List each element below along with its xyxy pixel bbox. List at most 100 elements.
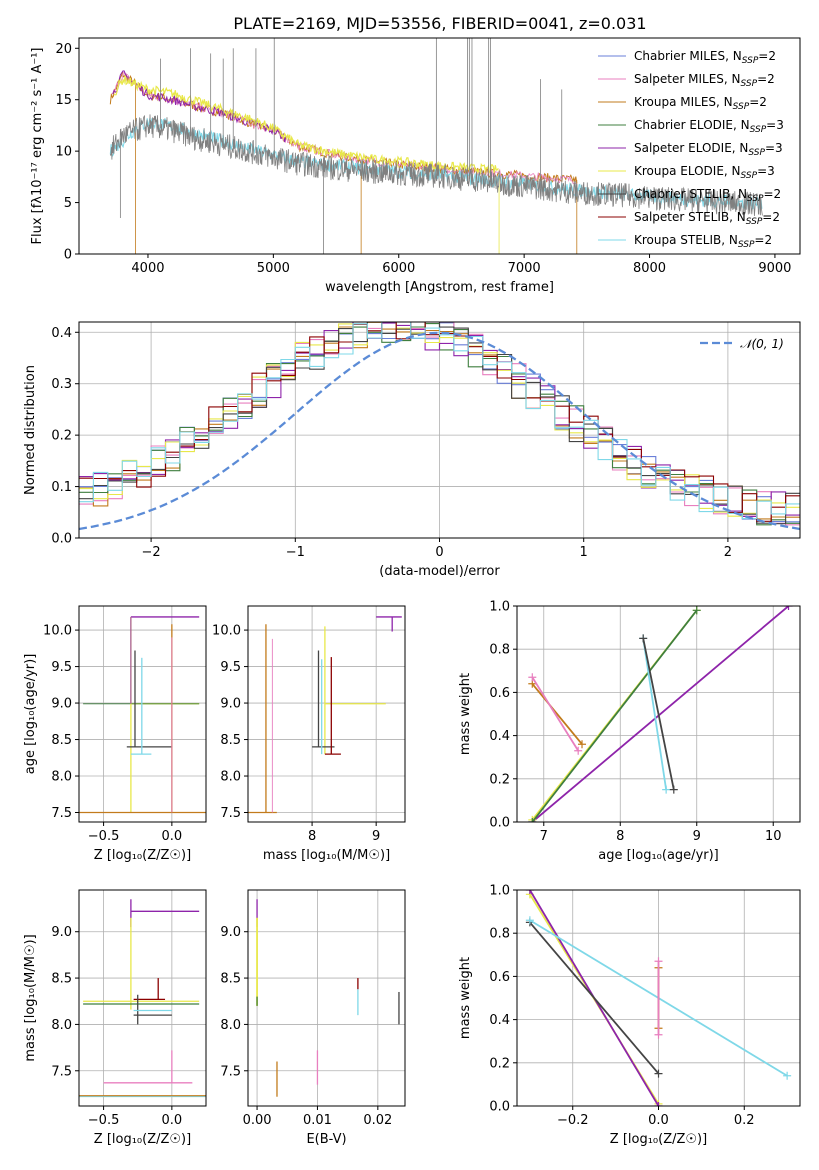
legend-text: Chabrier STELIB, N — [634, 187, 747, 201]
x-axis-label: wavelength [Angstrom, rest frame] — [325, 280, 554, 295]
weight-marker — [578, 740, 587, 749]
axes-frame — [247, 889, 406, 1107]
y-tick-label: 0.6 — [489, 970, 510, 985]
x-tick-label: −0.2 — [557, 1113, 589, 1128]
y-tick-label: 0.8 — [489, 927, 510, 942]
y-tick-label: 0.2 — [489, 772, 510, 787]
y-tick-label: 8.5 — [51, 733, 72, 748]
weight-marker — [654, 1069, 663, 1078]
legend-tail: =2 — [758, 49, 776, 63]
y-tick-label: 0.2 — [51, 429, 72, 444]
x-tick-label: 6000 — [382, 261, 415, 276]
legend-label: Salpeter ELODIE, NSSP=3 — [634, 141, 783, 158]
weight-marker — [669, 785, 678, 794]
y-tick-label: 10.0 — [212, 624, 241, 639]
weight-marker — [784, 606, 793, 610]
y-tick-label: 0.2 — [489, 1056, 510, 1071]
y-axis-label: Normed distribution — [23, 365, 38, 495]
legend-tail: =3 — [766, 118, 784, 132]
y-tick-label: 9.0 — [51, 925, 72, 940]
y-tick-label: 7.5 — [51, 806, 72, 821]
y-axis-label: mass [log₁₀(M/M☉)] — [23, 934, 38, 1061]
y-tick-label: 10.0 — [43, 624, 72, 639]
x-axis-label: Z [log₁₀(Z/Z☉)] — [94, 1132, 191, 1147]
x-axis-label: (data-model)/error — [379, 564, 500, 579]
spectrum-panel: 4000 5000 6000 7000 8000 9000 0 5 10 15 20 waveleng… — [30, 37, 801, 295]
figure-title: PLATE=2169, MJD=53556, FIBERID=0041, z=0… — [233, 14, 646, 33]
legend-text: Chabrier ELODIE, N — [634, 118, 750, 132]
y-axis-label: Flux [fλ10⁻¹⁷ erg cm⁻² s⁻¹ A⁻¹] — [30, 48, 45, 245]
legend-subscript: SSP — [748, 148, 765, 158]
plot-area — [79, 322, 800, 531]
legend-tail: =2 — [754, 233, 772, 247]
x-axis-label: mass [log₁₀(M/M☉)] — [263, 848, 390, 863]
weight-marker — [528, 673, 537, 682]
weight-marker — [654, 1030, 663, 1039]
weight-vs-age-panel: 7 8 9 10 0.0 0.2 0.4 0.6 0.8 1.0 age [log₁₀(age/yr… — [458, 600, 801, 863]
plot-area — [79, 616, 206, 814]
y-tick-label: 1.0 — [489, 884, 510, 899]
plot-area — [525, 890, 792, 1106]
y-tick-label: 0.0 — [489, 1100, 510, 1115]
x-tick-label: 8 — [616, 829, 624, 844]
y-tick-label: 0.4 — [51, 326, 72, 341]
x-tick-label: 1 — [580, 545, 588, 560]
x-tick-label: 9 — [372, 829, 380, 844]
histogram-kroupa-stelib — [79, 322, 800, 520]
legend-label: Chabrier ELODIE, NSSP=3 — [634, 118, 784, 135]
y-tick-label: 7.5 — [51, 1064, 72, 1079]
axes-frame — [78, 889, 207, 1107]
observed-spectrum — [109, 114, 763, 217]
axes-frame — [516, 605, 801, 823]
y-tick-label: 9.5 — [51, 660, 72, 675]
y-tick-label: 8.0 — [51, 1018, 72, 1033]
y-tick-label: 8.0 — [220, 770, 241, 785]
x-tick-label: 2 — [724, 545, 732, 560]
legend-text: Kroupa MILES, N — [634, 95, 733, 109]
legend-label: Kroupa STELIB, NSSP=2 — [634, 233, 772, 250]
y-tick-label: 8.5 — [220, 972, 241, 987]
y-tick-label: 20 — [55, 42, 72, 57]
weight-marker — [654, 1102, 663, 1106]
legend-label: Chabrier MILES, NSSP=2 — [634, 49, 776, 66]
weight-marker — [525, 890, 534, 894]
axes-frame — [78, 605, 207, 823]
weight-marker — [692, 606, 701, 615]
weight-vs-metallicity-panel: −0.2 0.0 0.2 0.0 0.2 0.4 0.6 0.8 1.0 Z [log₁₀(Z/Z… — [458, 884, 801, 1147]
histogram-salpeter-elodie — [79, 322, 800, 518]
y-tick-label: 8.5 — [51, 972, 72, 987]
mass-vs-ebv-panel: 0.00 0.01 0.02 7.5 8.0 8.5 9.0 E(B-V) — [220, 889, 406, 1147]
weight-marker — [783, 1071, 792, 1080]
x-tick-label: 7000 — [508, 261, 541, 276]
y-tick-label: 1.0 — [489, 600, 510, 615]
axes-frame — [247, 605, 406, 823]
x-axis-label: Z [log₁₀(Z/Z☉)] — [610, 1132, 707, 1147]
weight-line — [531, 683, 583, 745]
x-tick-label: 10 — [765, 829, 782, 844]
legend-subscript: SSP — [750, 125, 767, 135]
y-tick-label: 0.0 — [489, 816, 510, 831]
x-tick-label: 0.0 — [648, 1113, 669, 1128]
legend-tail: =3 — [757, 164, 775, 178]
legend-subscript: SSP — [747, 194, 764, 204]
x-tick-label: −0.5 — [88, 1113, 120, 1128]
legend-label: Kroupa ELODIE, NSSP=3 — [634, 164, 775, 181]
y-tick-label: 9.0 — [220, 697, 241, 712]
histogram-chabrier-stelib — [79, 322, 800, 525]
legend-text: Salpeter STELIB, N — [634, 210, 746, 224]
x-tick-label: 9 — [693, 829, 701, 844]
x-tick-label: 0.00 — [243, 1113, 272, 1128]
age-vs-metallicity-panel: −0.5 0.0 7.5 8.0 8.5 9.0 9.5 10.0 Z [log₁₀(Z/Z☉)… — [23, 605, 207, 863]
legend-subscript: SSP — [741, 79, 758, 89]
y-tick-label: 0.4 — [489, 729, 510, 744]
x-tick-label: 8 — [308, 829, 316, 844]
plot-area — [79, 899, 206, 1098]
axes-frame — [78, 37, 801, 255]
plot-area — [109, 38, 763, 254]
x-axis-label: E(B-V) — [306, 1132, 346, 1147]
x-tick-label: 7 — [540, 829, 548, 844]
y-tick-label: 15 — [55, 93, 72, 108]
legend-label: Salpeter STELIB, NSSP=2 — [634, 210, 780, 227]
y-tick-label: 9.0 — [220, 925, 241, 940]
